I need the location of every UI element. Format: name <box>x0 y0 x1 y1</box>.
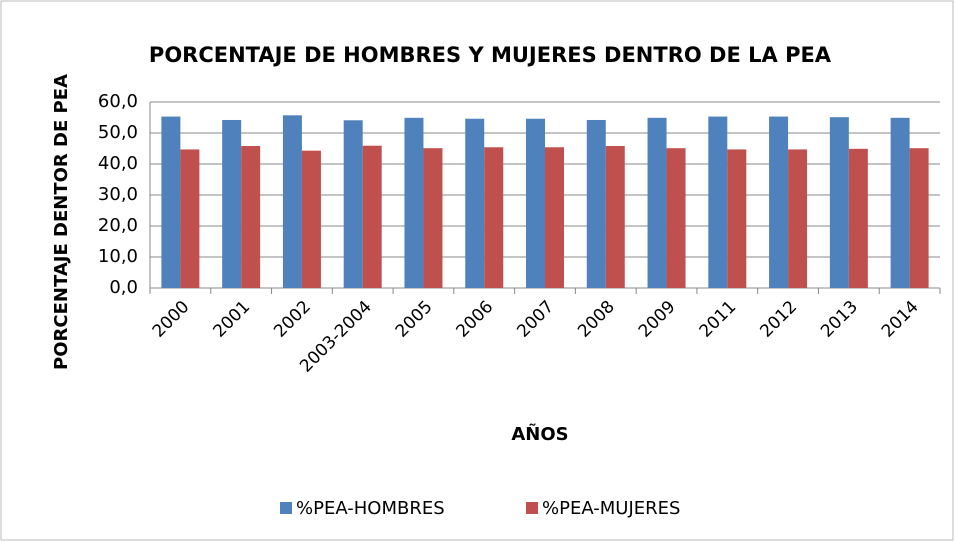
legend-label: %PEA-MUJERES <box>542 498 680 519</box>
y-tick-label: 10,0 <box>98 246 138 267</box>
bar <box>788 149 808 288</box>
bar <box>404 117 424 288</box>
bar <box>484 147 504 288</box>
bar <box>301 150 321 288</box>
y-tick-label: 0,0 <box>109 277 138 298</box>
x-axis-title: AÑOS <box>511 422 568 445</box>
bar <box>727 149 747 288</box>
y-tick-label: 60,0 <box>98 91 138 112</box>
y-tick-label: 30,0 <box>98 184 138 205</box>
y-tick-label: 50,0 <box>98 122 138 143</box>
bar <box>708 116 728 288</box>
y-axis-title: PORCENTAJE DENTOR DE PEA <box>51 74 72 370</box>
bar <box>362 145 382 288</box>
bar <box>769 116 789 288</box>
bar <box>180 149 200 288</box>
bar <box>161 116 181 288</box>
bar <box>222 119 242 288</box>
bar <box>829 117 849 288</box>
bar <box>666 148 686 288</box>
bar <box>848 148 868 288</box>
bar <box>465 118 485 289</box>
bar <box>526 118 545 289</box>
legend-label: %PEA-HOMBRES <box>296 498 445 519</box>
bar <box>909 148 929 288</box>
bar <box>605 146 625 288</box>
bar <box>423 148 443 288</box>
legend-swatch <box>280 502 292 514</box>
bar <box>241 146 261 288</box>
bar <box>586 119 606 288</box>
y-tick-label: 40,0 <box>98 153 138 174</box>
legend-swatch <box>526 502 538 514</box>
bar <box>890 117 910 288</box>
y-tick-label: 20,0 <box>98 215 138 236</box>
bar <box>647 117 667 288</box>
bar <box>343 120 363 288</box>
chart-title: PORCENTAJE DE HOMBRES Y MUJERES DENTRO D… <box>149 43 832 67</box>
bar <box>282 115 302 288</box>
bar <box>545 147 564 288</box>
